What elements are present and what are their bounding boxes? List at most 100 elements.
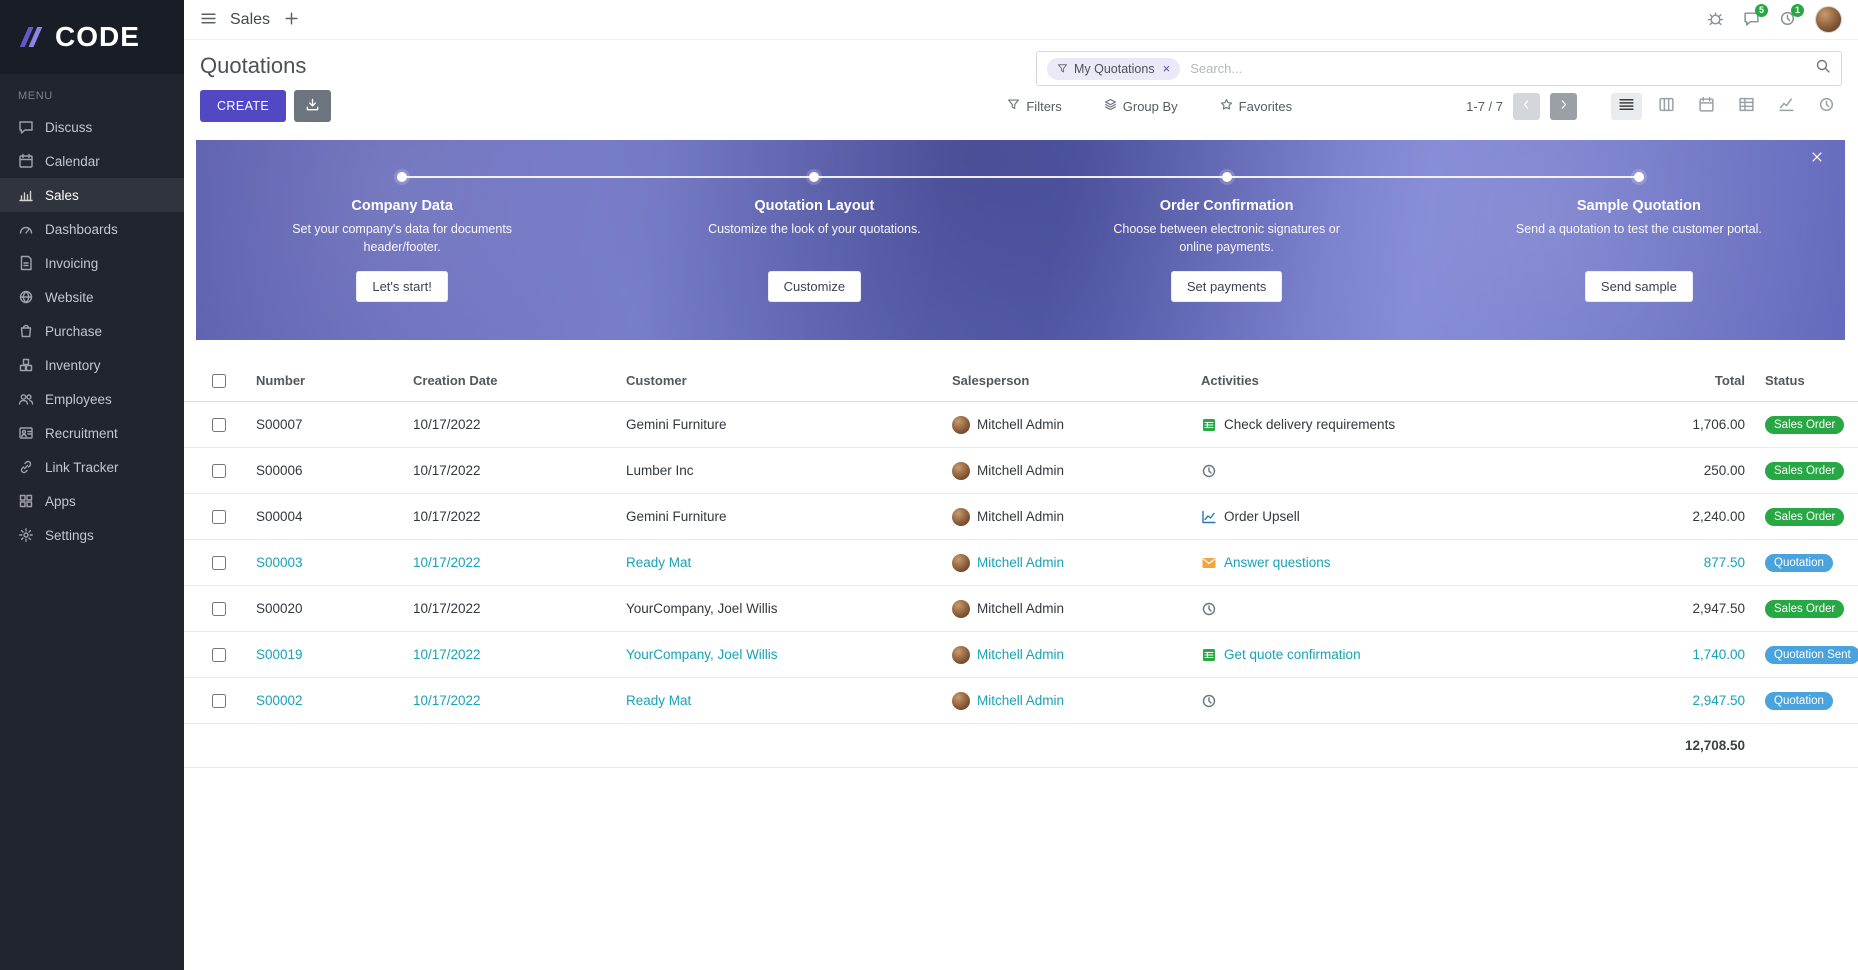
step-button-sample-quotation[interactable]: Send sample — [1584, 271, 1693, 302]
step-button-company-data[interactable]: Let's start! — [356, 271, 448, 302]
view-list-button[interactable] — [1611, 92, 1642, 120]
current-app-name[interactable]: Sales — [230, 10, 271, 28]
sidebar-item-label: Sales — [45, 187, 79, 203]
step-description: Choose between electronic signatures or … — [1113, 222, 1340, 254]
view-switcher — [1611, 92, 1842, 120]
row-number[interactable]: S00006 — [256, 463, 303, 478]
row-number[interactable]: S00002 — [256, 693, 303, 708]
row-number[interactable]: S00020 — [256, 601, 303, 616]
step-button-order-confirmation[interactable]: Set payments — [1170, 271, 1283, 302]
table-row[interactable]: S00004 10/17/2022 Gemini Furniture Mitchell… — [184, 494, 1858, 540]
step-dot — [1633, 172, 1644, 182]
row-activity[interactable]: Get quote confirmation — [1197, 647, 1497, 663]
search-facet[interactable]: My Quotations × — [1047, 57, 1181, 80]
brand-logo[interactable]: CODE — [0, 0, 184, 74]
filters-button[interactable]: Filters — [1001, 97, 1067, 115]
sidebar-item-link-tracker[interactable]: Link Tracker — [0, 450, 184, 484]
row-checkbox[interactable] — [212, 693, 226, 708]
activities-button[interactable]: 1 — [1779, 3, 1804, 30]
sidebar-item-purchase[interactable]: Purchase — [0, 314, 184, 348]
table-row[interactable]: S00003 10/17/2022 Ready Mat Mitchell Admin A… — [184, 540, 1858, 586]
export-button[interactable] — [294, 90, 332, 122]
view-pivot-button[interactable] — [1731, 93, 1762, 120]
step-button-quotation-layout[interactable]: Customize — [767, 271, 862, 302]
add-tab-button[interactable] — [283, 10, 300, 30]
sidebar-item-recruitment[interactable]: Recruitment — [0, 416, 184, 450]
facet-label: My Quotations — [1074, 61, 1155, 76]
salesperson-name: Mitchell Admin — [977, 601, 1065, 616]
hamburger-menu-button[interactable] — [200, 10, 217, 30]
search-bar[interactable]: My Quotations × — [1036, 51, 1842, 86]
table-row[interactable]: S00002 10/17/2022 Ready Mat Mitchell Admin 2… — [184, 678, 1858, 724]
row-activity[interactable]: Order Upsell — [1197, 509, 1497, 525]
header-total[interactable]: Total — [1714, 373, 1745, 388]
row-checkbox[interactable] — [212, 417, 226, 432]
search-input[interactable] — [1188, 60, 1807, 77]
row-checkbox[interactable] — [212, 601, 226, 616]
row-number[interactable]: S00003 — [256, 555, 303, 570]
sidebar-item-dashboards[interactable]: Dashboards — [0, 212, 184, 246]
select-all-checkbox[interactable] — [212, 373, 226, 388]
sidebar-item-employees[interactable]: Employees — [0, 382, 184, 416]
banner-close-button[interactable] — [1804, 149, 1830, 168]
row-activity[interactable] — [1197, 463, 1497, 479]
row-checkbox[interactable] — [212, 509, 226, 524]
sidebar-item-label: Inventory — [45, 357, 101, 373]
inventory-icon — [18, 357, 34, 373]
pager-previous-button[interactable] — [1513, 92, 1540, 120]
view-graph-button[interactable] — [1771, 93, 1802, 120]
sidebar-item-invoicing[interactable]: Invoicing — [0, 246, 184, 280]
chevron-right-icon — [1557, 98, 1570, 114]
sidebar-item-discuss[interactable]: Discuss — [0, 110, 184, 144]
debug-button[interactable] — [1707, 10, 1724, 30]
row-activity[interactable] — [1197, 693, 1497, 709]
row-activity[interactable]: Check delivery requirements — [1197, 417, 1497, 433]
row-customer: Lumber Inc — [626, 463, 694, 478]
row-customer: Gemini Furniture — [626, 417, 727, 432]
chevron-left-icon — [1520, 98, 1533, 114]
row-checkbox[interactable] — [212, 555, 226, 570]
salesperson-avatar — [952, 461, 970, 480]
row-number[interactable]: S00019 — [256, 647, 303, 662]
row-activity[interactable]: Answer questions — [1197, 555, 1497, 571]
view-calendar-button[interactable] — [1691, 93, 1722, 120]
facet-remove-icon[interactable]: × — [1162, 61, 1171, 76]
view-kanban-button[interactable] — [1651, 93, 1682, 120]
sidebar-item-apps[interactable]: Apps — [0, 484, 184, 518]
group-by-button[interactable]: Group By — [1098, 97, 1184, 115]
status-badge: Sales Order — [1765, 415, 1845, 434]
sidebar-item-sales[interactable]: Sales — [0, 178, 184, 212]
search-icon[interactable] — [1815, 58, 1831, 79]
header-customer[interactable]: Customer — [626, 373, 687, 388]
row-salesperson: Mitchell Admin — [948, 645, 1197, 664]
row-checkbox[interactable] — [212, 647, 226, 662]
create-button[interactable]: CREATE — [200, 90, 287, 122]
sidebar-item-calendar[interactable]: Calendar — [0, 144, 184, 178]
row-number[interactable]: S00007 — [256, 417, 303, 432]
row-number[interactable]: S00004 — [256, 509, 303, 524]
user-avatar[interactable] — [1815, 6, 1842, 33]
sidebar-item-inventory[interactable]: Inventory — [0, 348, 184, 382]
row-activity[interactable] — [1197, 601, 1497, 617]
header-status[interactable]: Status — [1765, 373, 1805, 388]
sidebar-item-settings[interactable]: Settings — [0, 518, 184, 552]
pager-next-button[interactable] — [1550, 92, 1577, 120]
table-row[interactable]: S00019 10/17/2022 YourCompany, Joel Willis… — [184, 632, 1858, 678]
salesperson-name: Mitchell Admin — [977, 463, 1065, 478]
sidebar-item-label: Calendar — [45, 153, 100, 169]
header-number[interactable]: Number — [256, 373, 306, 388]
header-activities[interactable]: Activities — [1201, 373, 1259, 388]
sidebar-item-website[interactable]: Website — [0, 280, 184, 314]
table-row[interactable]: S00020 10/17/2022 YourCompany, Joel Willis… — [184, 586, 1858, 632]
row-checkbox[interactable] — [212, 463, 226, 478]
table-row[interactable]: S00006 10/17/2022 Lumber Inc Mitchell Admin… — [184, 448, 1858, 494]
page-title: Quotations — [200, 53, 307, 78]
header-salesperson[interactable]: Salesperson — [952, 373, 1030, 388]
row-creation-date: 10/17/2022 — [413, 509, 481, 524]
favorites-button[interactable]: Favorites — [1214, 97, 1298, 115]
table-row[interactable]: S00007 10/17/2022 Gemini Furniture Mitchell… — [184, 402, 1858, 448]
row-status-cell: Quotation Sent — [1757, 645, 1858, 664]
view-activity-button[interactable] — [1811, 93, 1842, 120]
header-creation-date[interactable]: Creation Date — [413, 373, 498, 388]
messages-button[interactable]: 5 — [1743, 3, 1768, 30]
